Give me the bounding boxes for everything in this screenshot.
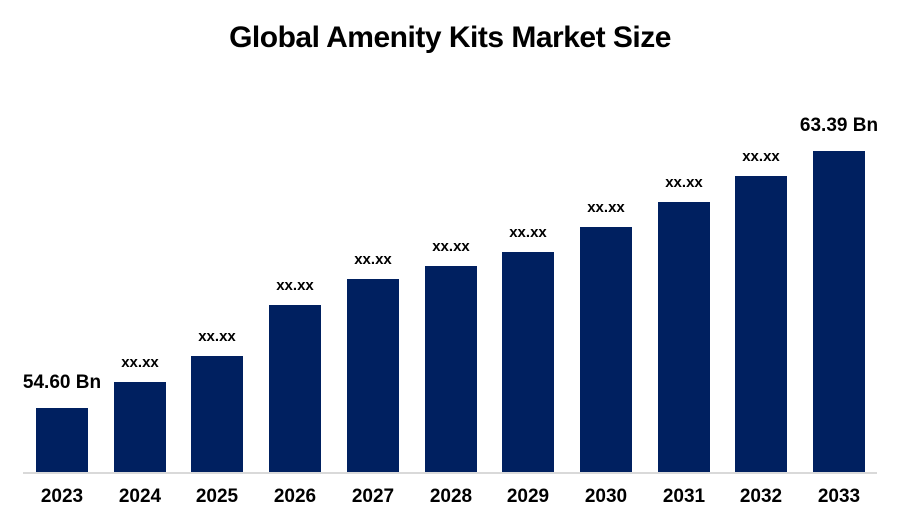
- bar-2023: [36, 408, 88, 472]
- x-axis-label-2030: 2030: [584, 486, 628, 507]
- bar-value-label-2025: xx.xx: [198, 328, 236, 345]
- bar-value-label-2029: xx.xx: [509, 224, 547, 241]
- bar-2033: [813, 151, 865, 472]
- bar-value-label-2028: xx.xx: [432, 238, 470, 255]
- bar-value-label-2033: 63.39 Bn: [799, 115, 879, 136]
- chart-title: Global Amenity Kits Market Size: [229, 21, 671, 54]
- x-axis-label-2026: 2026: [273, 486, 317, 507]
- bar-2025: [191, 356, 243, 472]
- bar-value-label-2023: 54.60 Bn: [22, 372, 102, 393]
- bar-value-label-2031: xx.xx: [665, 174, 703, 191]
- bar-value-label-2026: xx.xx: [276, 277, 314, 294]
- x-axis-label-2024: 2024: [118, 486, 162, 507]
- x-axis-label-2029: 2029: [506, 486, 550, 507]
- bar-value-label-2032: xx.xx: [742, 148, 780, 165]
- bar-2030: [580, 227, 632, 472]
- bar-2028: [425, 266, 477, 472]
- bar-2032: [735, 176, 787, 472]
- x-axis-label-2027: 2027: [351, 486, 395, 507]
- bar-2027: [347, 279, 399, 472]
- bar-2031: [658, 202, 710, 472]
- x-axis-label-2031: 2031: [662, 486, 706, 507]
- x-axis-label-2025: 2025: [195, 486, 239, 507]
- bar-2024: [114, 382, 166, 472]
- bar-value-label-2024: xx.xx: [121, 354, 159, 371]
- x-axis-line: [23, 472, 877, 474]
- x-axis-label-2023: 2023: [40, 486, 84, 507]
- bar-value-label-2027: xx.xx: [354, 251, 392, 268]
- bar-2029: [502, 252, 554, 472]
- x-axis-label-2033: 2033: [817, 486, 861, 507]
- x-axis-label-2028: 2028: [429, 486, 473, 507]
- bar-2026: [269, 305, 321, 472]
- bar-value-label-2030: xx.xx: [587, 199, 625, 216]
- x-axis-label-2032: 2032: [739, 486, 783, 507]
